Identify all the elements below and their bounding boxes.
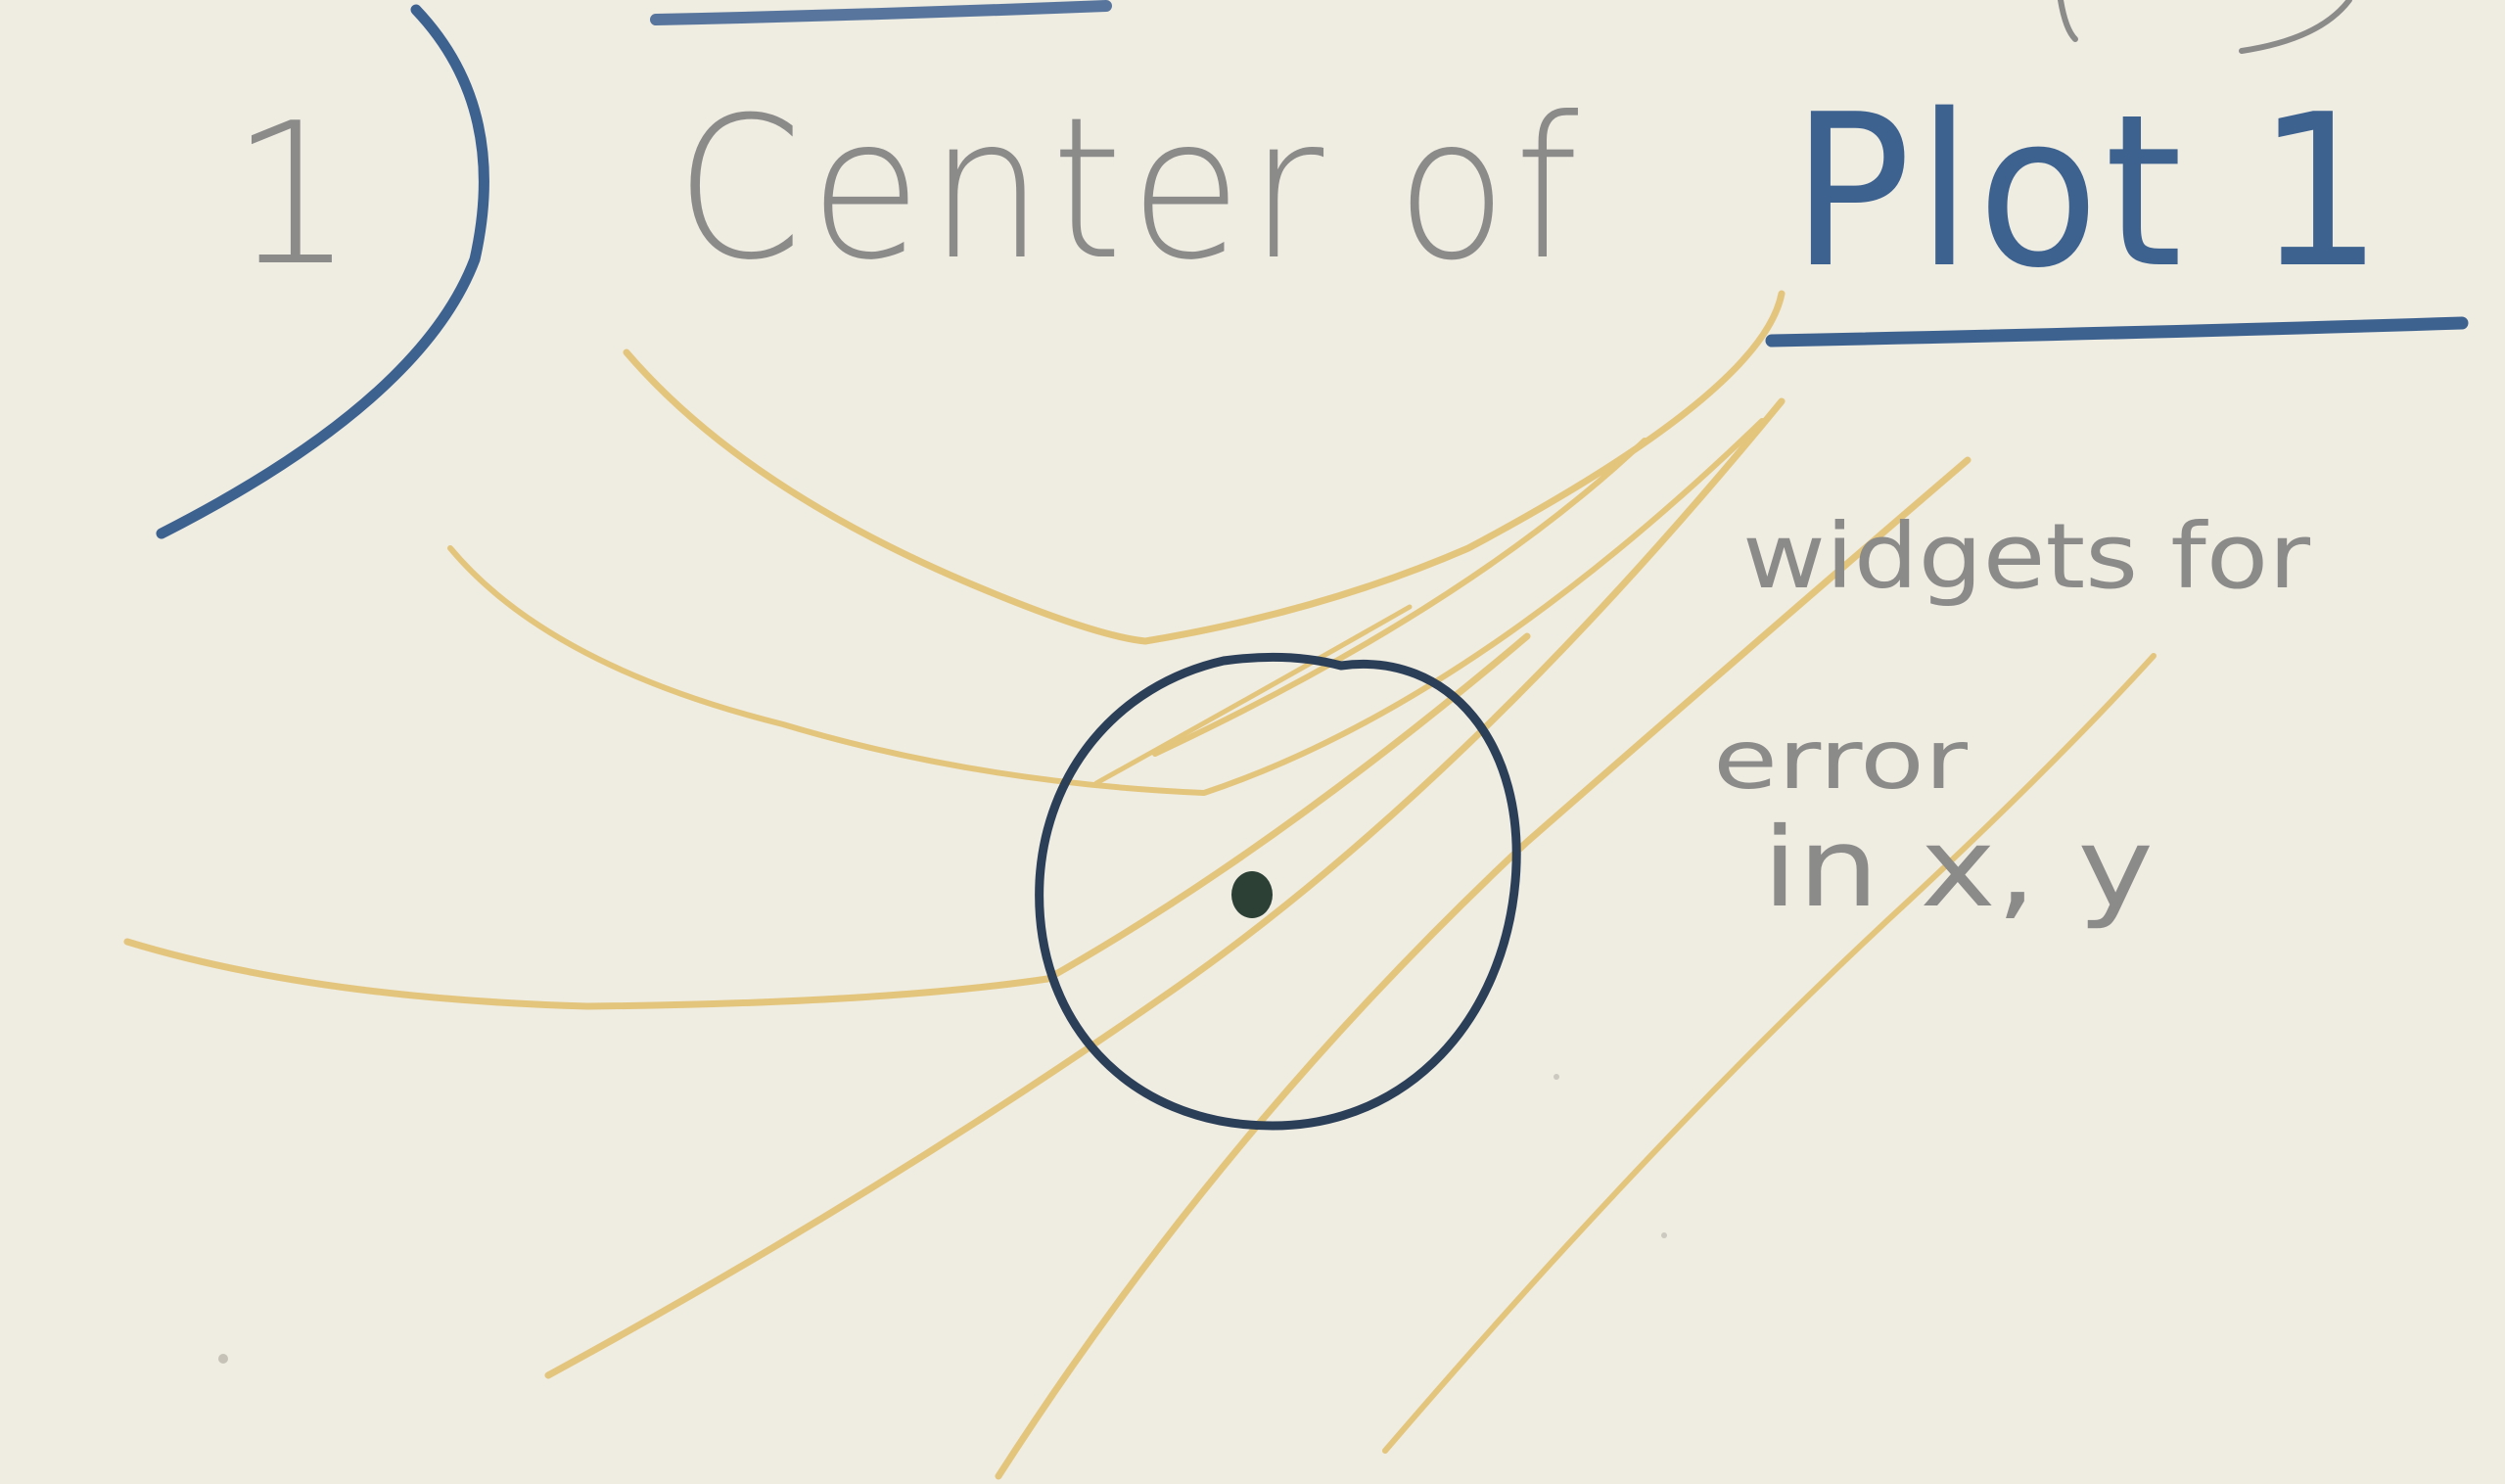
yellow-curve (623, 290, 1786, 645)
plot-label-underline (1765, 316, 2469, 348)
yellow-curve (1152, 438, 1647, 757)
yellow-curve (995, 456, 1972, 1480)
plot-label: Plot 1 (1791, 69, 2389, 314)
bracket-stroke (156, 4, 489, 539)
yellow-curve (544, 397, 1786, 1379)
annotation-line-3: in x, y (1762, 805, 2154, 932)
heading-text: Center of (675, 75, 1586, 303)
paper-speck (1661, 1232, 1667, 1238)
paper-speck (218, 1354, 228, 1364)
top-pencil-fragment (2058, 0, 2078, 42)
top-right-pencil-fragment (2239, 0, 2352, 54)
yellow-curve (1093, 604, 1413, 786)
center-circle (1035, 652, 1521, 1131)
yellow-curve (447, 418, 1765, 797)
annotation-line-2: error (1713, 712, 1969, 808)
yellow-curves (123, 290, 2157, 1480)
top-underline-fragment (650, 0, 1112, 25)
annotation-line-1: widgets for (1742, 504, 2310, 609)
yellow-curve (1382, 653, 2157, 1454)
step-number: 1 (230, 81, 354, 309)
yellow-curve (123, 632, 1531, 1010)
center-point (1231, 871, 1273, 918)
paper-speck (1554, 1074, 1559, 1080)
